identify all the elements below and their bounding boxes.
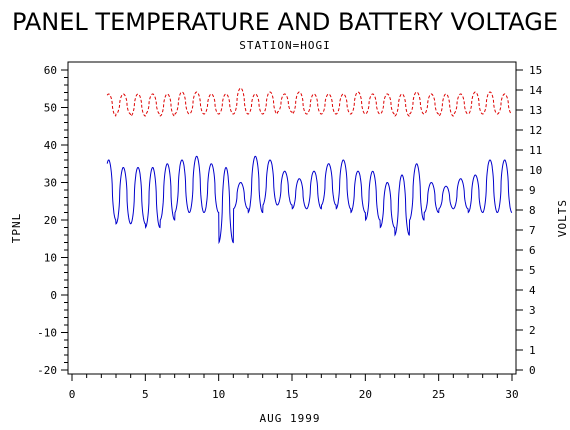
y-right-tick-label: 7 <box>529 224 536 237</box>
y-right-tick-label: 3 <box>529 304 536 317</box>
y-right-tick-label: 12 <box>529 124 542 137</box>
y-right-tick-label: 10 <box>529 164 542 177</box>
chart-subtitle: STATION=HOGI <box>239 39 330 52</box>
x-tick-label: 30 <box>505 388 518 401</box>
y-axis-right-label: VOLTS <box>556 199 569 237</box>
y-right-tick-label: 4 <box>529 284 536 297</box>
y-right-tick-label: 13 <box>529 104 542 117</box>
y-right-tick-label: 5 <box>529 264 536 277</box>
y-axis-left: -20 -10 0 10 20 30 40 50 60 <box>37 62 69 377</box>
x-tick-label: 15 <box>285 388 298 401</box>
x-axis-label: AUG 1999 <box>260 412 321 425</box>
x-axis: 0 5 10 15 20 25 30 <box>68 373 519 401</box>
x-tick-label: 0 <box>69 388 76 401</box>
y-right-tick-label: 2 <box>529 324 536 337</box>
y-right-tick-label: 9 <box>529 184 536 197</box>
y-left-tick-label: 10 <box>44 252 57 265</box>
y-left-tick-label: 0 <box>50 289 57 302</box>
x-tick-label: 25 <box>432 388 445 401</box>
y-right-tick-label: 14 <box>529 84 543 97</box>
x-tick-label: 20 <box>359 388 372 401</box>
x-tick-label: 5 <box>142 388 149 401</box>
y-left-tick-label: 20 <box>44 214 57 227</box>
y-right-tick-label: 6 <box>529 244 536 257</box>
y-left-tick-label: -10 <box>37 327 57 340</box>
y-axis-left-label: TPNL <box>10 213 23 244</box>
y-right-tick-label: 8 <box>529 204 536 217</box>
y-right-tick-label: 1 <box>529 344 536 357</box>
y-right-tick-label: 11 <box>529 144 542 157</box>
y-left-tick-label: 40 <box>44 139 57 152</box>
y-left-tick-label: 50 <box>44 102 57 115</box>
x-tick-label: 10 <box>212 388 225 401</box>
plot-frame <box>67 61 517 375</box>
chart-title: PANEL TEMPERATURE AND BATTERY VOLTAGE <box>12 8 558 36</box>
series-tpnl-line <box>106 155 513 245</box>
y-left-tick-label: -20 <box>37 364 57 377</box>
y-left-tick-label: 60 <box>44 64 57 77</box>
y-right-tick-label: 0 <box>529 364 536 377</box>
y-right-tick-label: 15 <box>529 64 542 77</box>
series-volts-line <box>106 87 512 117</box>
y-left-tick-label: 30 <box>44 177 57 190</box>
